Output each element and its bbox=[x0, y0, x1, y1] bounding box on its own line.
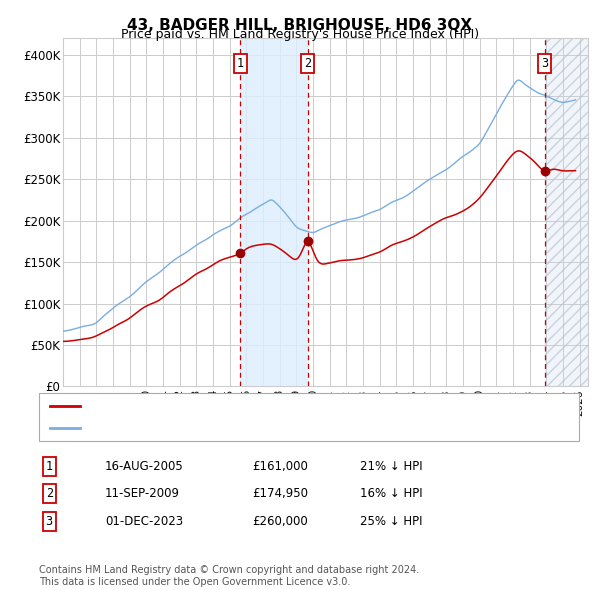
Text: 2: 2 bbox=[304, 57, 311, 70]
Text: HPI: Average price, detached house, Calderdale: HPI: Average price, detached house, Cald… bbox=[84, 423, 350, 433]
Text: Contains HM Land Registry data © Crown copyright and database right 2024.
This d: Contains HM Land Registry data © Crown c… bbox=[39, 565, 419, 587]
Text: 1: 1 bbox=[236, 57, 244, 70]
Text: 43, BADGER HILL, BRIGHOUSE, HD6 3QX (detached house): 43, BADGER HILL, BRIGHOUSE, HD6 3QX (det… bbox=[84, 401, 413, 411]
Text: 16% ↓ HPI: 16% ↓ HPI bbox=[360, 487, 422, 500]
Text: 16-AUG-2005: 16-AUG-2005 bbox=[105, 460, 184, 473]
Text: 1: 1 bbox=[46, 460, 53, 473]
Text: Price paid vs. HM Land Registry's House Price Index (HPI): Price paid vs. HM Land Registry's House … bbox=[121, 28, 479, 41]
Text: 25% ↓ HPI: 25% ↓ HPI bbox=[360, 515, 422, 528]
Bar bbox=[545, 38, 588, 386]
Bar bbox=[240, 38, 308, 386]
Text: 01-DEC-2023: 01-DEC-2023 bbox=[105, 515, 183, 528]
Text: 21% ↓ HPI: 21% ↓ HPI bbox=[360, 460, 422, 473]
Text: 3: 3 bbox=[46, 515, 53, 528]
Text: £174,950: £174,950 bbox=[252, 487, 308, 500]
Text: 43, BADGER HILL, BRIGHOUSE, HD6 3QX: 43, BADGER HILL, BRIGHOUSE, HD6 3QX bbox=[127, 18, 473, 32]
Text: £260,000: £260,000 bbox=[252, 515, 308, 528]
Text: 3: 3 bbox=[541, 57, 548, 70]
Text: 11-SEP-2009: 11-SEP-2009 bbox=[105, 487, 180, 500]
Text: £161,000: £161,000 bbox=[252, 460, 308, 473]
Text: 2: 2 bbox=[46, 487, 53, 500]
